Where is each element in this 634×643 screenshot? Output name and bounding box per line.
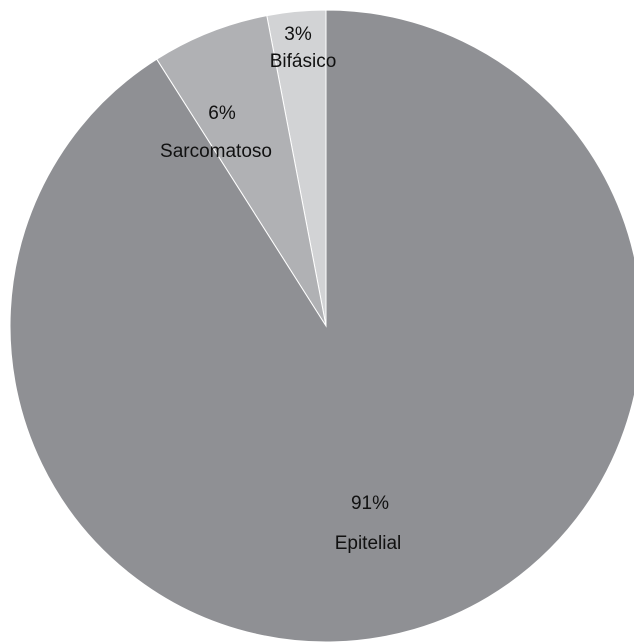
pie-labels: 3% Bifásico 6% Sarcomatoso 91% Epitelial	[160, 24, 401, 554]
pie-slices	[9, 9, 634, 643]
slice-value-label-epitelial: 91%	[351, 493, 389, 514]
slice-name-label-sarcomatoso: Sarcomatoso	[160, 141, 272, 162]
pie-slice-sarcomatoso	[155, 15, 327, 327]
slice-name-label-epitelial: Epitelial	[335, 533, 402, 554]
pie-slice-epitelial	[9, 9, 634, 643]
slice-value-label-bifasico: 3%	[284, 24, 312, 45]
slice-name-label-bifasico: Bifásico	[270, 51, 337, 72]
slice-value-label-sarcomatoso: 6%	[208, 103, 236, 124]
